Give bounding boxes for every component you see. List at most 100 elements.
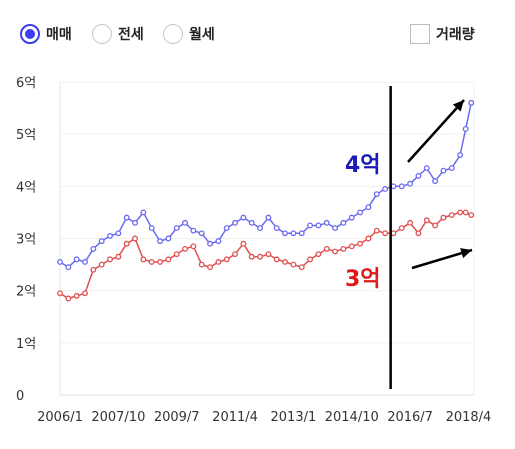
y-tick-label: 0	[16, 389, 24, 404]
data-point-jeonse	[415, 230, 422, 237]
data-point-sale	[248, 219, 255, 226]
data-point-jeonse	[382, 230, 389, 237]
data-point-sale	[57, 259, 63, 265]
data-point-jeonse	[82, 290, 88, 297]
data-point-jeonse	[65, 295, 72, 302]
x-tick-label: 2013/1	[271, 410, 317, 425]
data-point-jeonse	[98, 261, 105, 268]
arrow-sale-head	[452, 100, 464, 112]
data-point-sale	[115, 230, 122, 237]
data-point-jeonse	[157, 259, 163, 265]
data-point-jeonse	[423, 217, 430, 224]
data-point-jeonse	[365, 235, 372, 242]
data-point-jeonse	[282, 259, 289, 265]
data-point-sale	[182, 219, 188, 226]
data-point-sale	[315, 222, 322, 229]
data-point-sale	[190, 227, 197, 234]
data-point-sale	[173, 225, 180, 232]
data-point-sale	[382, 185, 389, 192]
data-point-jeonse	[148, 259, 155, 265]
y-tick-label: 6억	[16, 76, 36, 91]
checkbox-box-icon	[410, 24, 430, 44]
data-point-jeonse	[457, 209, 464, 216]
data-point-jeonse	[57, 290, 63, 297]
data-point-sale	[198, 230, 205, 237]
data-point-sale	[398, 183, 405, 190]
data-point-jeonse	[432, 222, 439, 229]
radio-jeonse[interactable]: 전세	[92, 22, 144, 46]
data-point-sale	[462, 125, 469, 132]
data-point-jeonse	[265, 251, 272, 258]
data-point-sale	[73, 256, 80, 263]
data-point-sale	[432, 178, 439, 185]
annotation-jeonse: 3억	[345, 267, 381, 292]
data-point-jeonse	[407, 219, 414, 226]
data-point-jeonse	[273, 256, 280, 263]
chart-controls: 매매 전세 월세 거래량	[0, 0, 515, 60]
data-point-jeonse	[298, 264, 305, 271]
data-point-jeonse	[468, 212, 475, 218]
data-point-sale	[457, 152, 464, 158]
radio-sale[interactable]: 매매	[20, 22, 72, 46]
x-tick-label: 2007/10	[91, 410, 145, 425]
data-point-sale	[132, 219, 138, 226]
data-point-jeonse	[462, 209, 469, 216]
data-point-jeonse	[248, 253, 255, 260]
data-point-jeonse	[307, 256, 314, 263]
data-point-jeonse	[440, 214, 447, 221]
data-point-sale	[448, 165, 455, 172]
radio-dot-icon	[163, 24, 183, 44]
data-point-jeonse	[165, 256, 172, 263]
arrow-sale-shaft	[407, 99, 465, 163]
data-point-jeonse	[357, 240, 364, 247]
data-point-sale	[332, 225, 339, 232]
data-point-jeonse	[348, 243, 355, 250]
data-point-jeonse	[123, 240, 130, 247]
data-point-sale	[265, 214, 272, 221]
radio-monthly-rent[interactable]: 월세	[163, 22, 215, 46]
data-point-sale	[223, 225, 230, 232]
x-tick-label: 2016/7	[387, 410, 433, 425]
data-point-jeonse	[73, 292, 80, 299]
data-point-jeonse	[215, 259, 222, 265]
data-point-sale	[140, 209, 147, 216]
data-point-sale	[107, 232, 113, 239]
data-point-jeonse	[198, 261, 205, 268]
data-point-sale	[357, 209, 364, 216]
data-point-jeonse	[240, 240, 247, 247]
data-point-jeonse	[115, 253, 122, 260]
data-point-jeonse	[190, 243, 197, 250]
x-tick-label: 2011/4	[212, 410, 258, 425]
data-point-jeonse	[232, 251, 238, 258]
volume-checkbox[interactable]: 거래량	[410, 22, 475, 46]
radio-dot-selected-icon	[20, 24, 40, 44]
data-point-sale	[157, 238, 163, 245]
data-point-sale	[90, 245, 97, 252]
data-point-sale	[373, 191, 380, 198]
y-tick-label: 3억	[16, 233, 36, 248]
data-point-sale	[423, 165, 430, 172]
x-tick-label: 2014/10	[325, 410, 379, 425]
radio-sale-label: 매매	[46, 27, 72, 43]
data-point-sale	[207, 240, 213, 247]
data-point-sale	[232, 219, 238, 226]
data-point-sale	[298, 230, 305, 237]
data-point-sale	[290, 230, 297, 237]
data-point-sale	[365, 204, 372, 211]
data-point-sale	[257, 225, 264, 232]
y-tick-label: 1억	[16, 337, 36, 352]
data-point-sale	[282, 230, 289, 237]
data-point-jeonse	[373, 227, 380, 234]
data-point-sale	[240, 214, 247, 221]
data-point-jeonse	[90, 266, 97, 273]
data-point-sale	[307, 222, 314, 229]
data-point-sale	[148, 225, 155, 232]
data-point-sale	[123, 214, 130, 221]
data-point-jeonse	[140, 256, 147, 263]
data-point-sale	[407, 180, 414, 187]
radio-dot-icon	[92, 24, 112, 44]
radio-jeonse-label: 전세	[118, 27, 144, 43]
data-point-jeonse	[173, 251, 180, 258]
data-point-jeonse	[315, 251, 322, 258]
data-point-sale	[215, 238, 222, 245]
